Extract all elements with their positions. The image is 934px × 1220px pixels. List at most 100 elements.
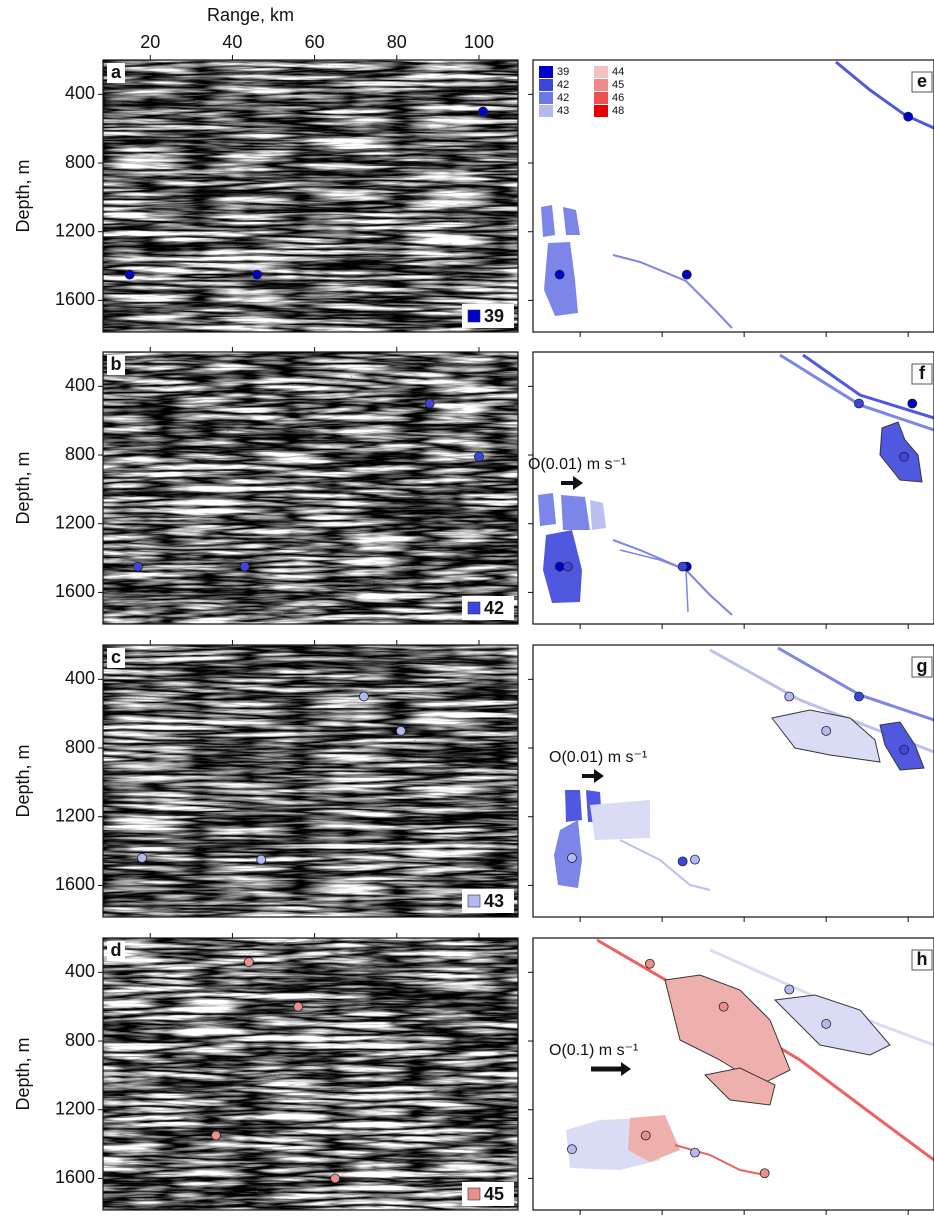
y-axis-label: Depth, m: [13, 1037, 33, 1110]
legend-label: 42: [557, 79, 569, 91]
x-tick-label: 40: [222, 32, 242, 52]
data-point: [641, 1131, 650, 1140]
x-tick-label: 80: [387, 32, 407, 52]
x-axis-label: Range, km: [207, 5, 294, 25]
data-point: [211, 1131, 220, 1140]
panel-label: h: [917, 949, 928, 969]
y-tick-label: 1600: [55, 581, 95, 601]
panel-label: g: [917, 656, 928, 676]
legend-label: 39: [557, 66, 569, 78]
legend-swatch: [468, 895, 480, 907]
data-point: [567, 853, 576, 862]
y-tick-label: 1200: [55, 512, 95, 532]
data-point: [785, 692, 794, 701]
legend-label: 43: [557, 105, 569, 117]
panel-label: c: [111, 647, 121, 667]
data-point: [133, 562, 142, 571]
y-tick-label: 400: [65, 668, 95, 688]
data-point: [719, 1002, 728, 1011]
page: {"chart_data": [ {"type": "scatter", "pa…: [0, 0, 934, 1215]
legend-swatch: [594, 66, 608, 78]
y-tick-label: 800: [65, 444, 95, 464]
y-axis-label: Depth, m: [13, 159, 33, 232]
data-point: [555, 270, 564, 279]
y-axis-label: Depth, m: [13, 744, 33, 817]
data-point: [359, 692, 368, 701]
data-point: [125, 270, 134, 279]
legend-swatch: [539, 79, 553, 91]
data-point: [678, 562, 687, 571]
data-point: [900, 745, 909, 754]
legend-swatch: [594, 105, 608, 117]
y-tick-label: 400: [65, 83, 95, 103]
data-point: [294, 1002, 303, 1011]
legend-label: 48: [612, 105, 624, 117]
y-tick-label: 400: [65, 961, 95, 981]
legend-swatch: [594, 92, 608, 104]
data-point: [425, 399, 434, 408]
legend-swatch: [468, 602, 480, 614]
panel-label: b: [111, 354, 122, 374]
legend-label: 42: [557, 92, 569, 104]
seismic-image: [103, 938, 518, 1210]
legend-label: 46: [612, 92, 624, 104]
y-tick-label: 1600: [55, 1167, 95, 1187]
y-tick-label: 400: [65, 375, 95, 395]
legend-label: 45: [484, 1184, 504, 1204]
legend-swatch: [594, 79, 608, 91]
data-point: [678, 857, 687, 866]
data-point: [854, 692, 863, 701]
panel-frame: [533, 645, 934, 917]
y-tick-label: 1200: [55, 805, 95, 825]
velocity-scale-label: O(0.1) m s⁻¹: [549, 1042, 638, 1059]
data-point: [904, 112, 913, 121]
seismic-image: [103, 645, 518, 917]
data-point: [822, 726, 831, 735]
x-tick-label: 100: [464, 32, 494, 52]
data-point: [822, 1019, 831, 1028]
data-point: [331, 1174, 340, 1183]
data-point: [682, 270, 691, 279]
data-point: [257, 855, 266, 864]
panel-label: f: [919, 363, 926, 383]
panel-label: d: [111, 940, 122, 960]
y-tick-label: 800: [65, 737, 95, 757]
legend-label: 39: [484, 306, 504, 326]
y-tick-label: 1200: [55, 1098, 95, 1118]
legend-swatch: [468, 310, 480, 322]
data-point: [479, 107, 488, 116]
panel-label: e: [917, 71, 927, 91]
data-point: [138, 853, 147, 862]
data-point: [396, 726, 405, 735]
panel-label: a: [111, 62, 122, 82]
data-point: [690, 1148, 699, 1157]
legend-label: 42: [484, 598, 504, 618]
y-axis-label: Depth, m: [13, 451, 33, 524]
legend-label: 43: [484, 891, 504, 911]
data-point: [900, 452, 909, 461]
figure: 20 40 60 80 100 400 800 1200 1600 Range, km Depth,…: [0, 0, 934, 1215]
data-point: [760, 1169, 769, 1178]
seismic-image: [103, 352, 518, 624]
data-point: [645, 959, 654, 968]
legend-swatch: [539, 105, 553, 117]
velocity-arrowhead: [594, 769, 604, 783]
data-point: [690, 855, 699, 864]
velocity-arrowhead: [621, 1062, 631, 1076]
y-tick-label: 1600: [55, 289, 95, 309]
legend-label: 45: [612, 79, 624, 91]
y-tick-label: 800: [65, 152, 95, 172]
data-point: [563, 562, 572, 571]
velocity-scale-label: O(0.01) m s⁻¹: [528, 456, 626, 473]
x-tick-label: 20: [140, 32, 160, 52]
data-point: [785, 985, 794, 994]
data-point: [253, 270, 262, 279]
data-point: [854, 399, 863, 408]
data-point: [240, 562, 249, 571]
panel-frame: [533, 352, 934, 624]
x-tick-label: 60: [305, 32, 325, 52]
panel-frame: [533, 60, 934, 332]
data-point: [474, 452, 483, 461]
velocity-scale-label: O(0.01) m s⁻¹: [549, 749, 647, 766]
y-tick-label: 800: [65, 1030, 95, 1050]
